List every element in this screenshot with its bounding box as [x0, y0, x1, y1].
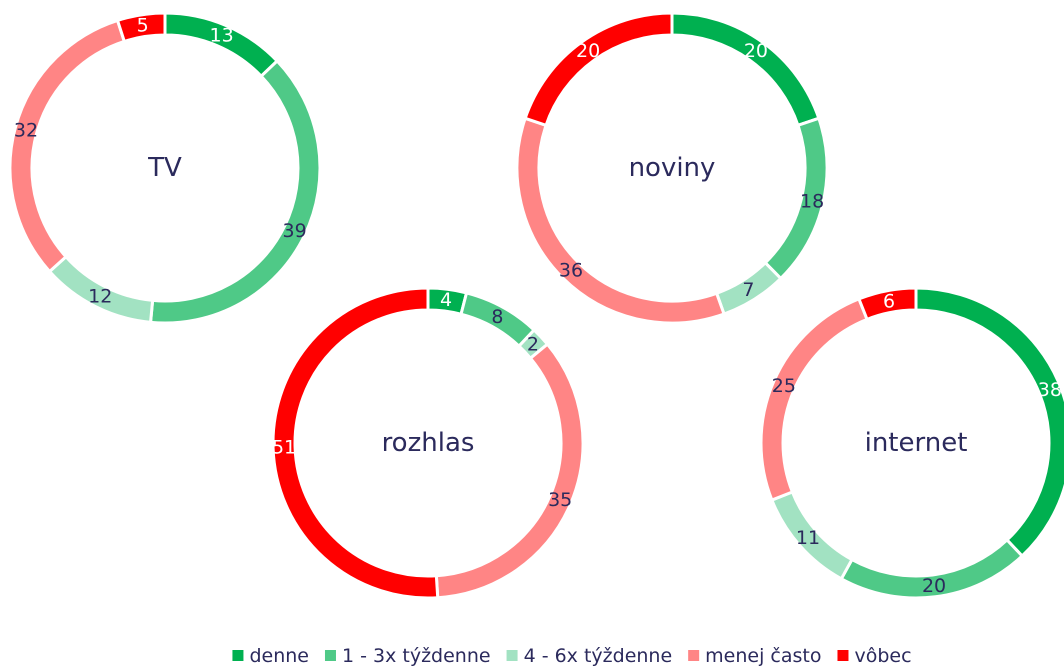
data-label: 32: [14, 119, 38, 141]
data-label: 7: [742, 279, 754, 301]
data-label: 51: [272, 437, 296, 459]
data-label: 20: [744, 40, 768, 62]
data-label: 36: [559, 260, 583, 282]
legend-label: 4 - 6x týždenne: [524, 645, 673, 666]
legend-swatch: [324, 650, 336, 661]
data-label: 4: [440, 289, 452, 311]
donut-segment: [914, 286, 1064, 559]
donut-segment: [515, 116, 726, 325]
legend-swatch: [837, 650, 849, 661]
legend-label: 1 - 3x týždenne: [342, 645, 491, 666]
data-label: 38: [1038, 379, 1062, 401]
donut-segment: [523, 11, 674, 128]
donut-segment: [434, 342, 585, 600]
data-label: 12: [88, 286, 112, 308]
data-label: 5: [137, 15, 149, 37]
legend-swatch: [688, 650, 700, 661]
legend-label: menej často: [705, 645, 821, 666]
donut-segment: [759, 296, 869, 503]
data-label: 2: [527, 333, 539, 355]
donut-segment: [8, 18, 127, 274]
donut-segment: [856, 286, 918, 322]
donut-center-label: TV: [147, 153, 182, 183]
data-label: 20: [576, 40, 600, 62]
data-label: 13: [210, 25, 234, 47]
data-label: 6: [883, 291, 895, 313]
legend-swatch: [232, 650, 244, 661]
legend-label: vôbec: [854, 645, 911, 666]
data-label: 18: [800, 190, 824, 212]
data-label: 11: [796, 527, 820, 549]
donut-segment: [670, 11, 821, 128]
donut-center-label: noviny: [629, 153, 716, 183]
donut-center-label: internet: [865, 428, 968, 458]
data-label: 8: [491, 306, 503, 328]
donut-segment: [148, 58, 322, 325]
legend: denne 1 - 3x týždenne 4 - 6x týždenne menej…: [232, 645, 912, 666]
legend-swatch: [506, 650, 518, 661]
data-label: 35: [548, 489, 572, 511]
legend-label: denne: [249, 645, 309, 666]
data-label: 25: [772, 375, 796, 397]
donut-segment: [271, 286, 440, 600]
donut-segment: [115, 11, 167, 44]
data-label: 39: [283, 220, 307, 242]
donut-center-label: rozhlas: [382, 428, 475, 458]
data-label: 20: [922, 575, 946, 597]
